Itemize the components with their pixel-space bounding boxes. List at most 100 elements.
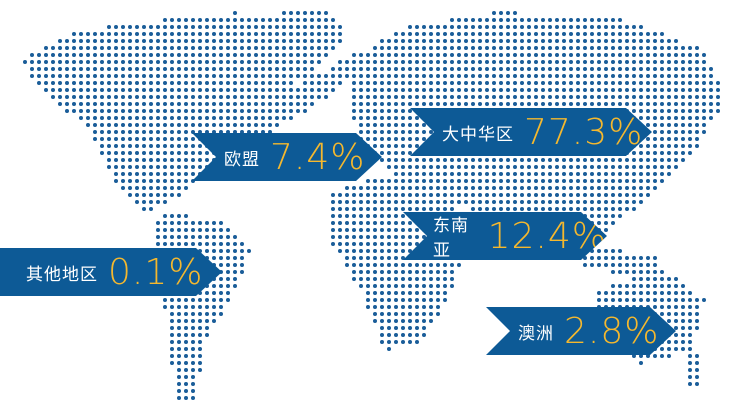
map-dot xyxy=(653,60,657,64)
map-dot xyxy=(674,95,678,99)
map-dot xyxy=(492,18,496,22)
map-dot xyxy=(30,67,34,71)
map-dot xyxy=(415,228,419,232)
map-dot xyxy=(513,102,517,106)
map-dot xyxy=(429,284,433,288)
map-dot xyxy=(478,25,482,29)
map-dot xyxy=(170,151,174,155)
map-dot xyxy=(646,291,650,295)
map-dot xyxy=(324,11,328,15)
map-dot xyxy=(72,32,76,36)
map-dot xyxy=(394,326,398,330)
map-dot xyxy=(121,74,125,78)
map-dot xyxy=(394,228,398,232)
map-dot xyxy=(373,53,377,57)
map-dot xyxy=(324,95,328,99)
map-dot xyxy=(443,207,447,211)
map-dot xyxy=(310,25,314,29)
map-dot xyxy=(219,25,223,29)
map-dot xyxy=(646,277,650,281)
map-dot xyxy=(184,312,188,316)
map-dot xyxy=(401,74,405,78)
map-dot xyxy=(569,60,573,64)
map-dot xyxy=(688,298,692,302)
map-dot xyxy=(373,88,377,92)
map-dot xyxy=(191,312,195,316)
map-dot xyxy=(387,340,391,344)
map-dot xyxy=(422,67,426,71)
map-dot xyxy=(653,186,657,190)
map-dot xyxy=(345,228,349,232)
map-dot xyxy=(527,186,531,190)
map-dot xyxy=(198,25,202,29)
map-dot xyxy=(527,67,531,71)
map-dot xyxy=(415,123,419,127)
map-dot xyxy=(422,102,426,106)
map-dot xyxy=(611,200,615,204)
map-dot xyxy=(198,151,202,155)
map-dot xyxy=(191,333,195,337)
map-dot xyxy=(653,81,657,85)
map-dot xyxy=(240,256,244,260)
map-dot xyxy=(373,179,377,183)
map-dot xyxy=(128,109,132,113)
map-dot xyxy=(625,46,629,50)
map-dot xyxy=(135,186,139,190)
map-dot xyxy=(184,235,188,239)
map-dot xyxy=(121,123,125,127)
map-dot xyxy=(660,53,664,57)
map-dot xyxy=(520,172,524,176)
map-dot xyxy=(135,102,139,106)
map-dot xyxy=(310,53,314,57)
map-dot xyxy=(310,102,314,106)
map-dot xyxy=(695,298,699,302)
map-dot xyxy=(604,60,608,64)
map-dot xyxy=(667,291,671,295)
map-dot xyxy=(576,95,580,99)
map-dot xyxy=(464,81,468,85)
map-dot xyxy=(688,109,692,113)
map-dot xyxy=(394,277,398,281)
map-dot xyxy=(401,291,405,295)
map-dot xyxy=(541,207,545,211)
map-dot xyxy=(436,81,440,85)
map-dot xyxy=(457,179,461,183)
map-dot xyxy=(583,200,587,204)
map-dot xyxy=(387,95,391,99)
map-dot xyxy=(247,60,251,64)
map-dot xyxy=(191,305,195,309)
map-dot xyxy=(660,81,664,85)
map-dot xyxy=(184,242,188,246)
region-percent: 12.4% xyxy=(487,215,607,257)
map-dot xyxy=(653,165,657,169)
map-dot xyxy=(359,116,363,120)
map-dot xyxy=(170,305,174,309)
map-dot xyxy=(352,256,356,260)
map-dot xyxy=(72,109,76,113)
map-dot xyxy=(296,53,300,57)
map-dot xyxy=(485,102,489,106)
map-dot xyxy=(569,67,573,71)
map-dot xyxy=(289,95,293,99)
map-dot xyxy=(506,25,510,29)
map-dot xyxy=(310,74,314,78)
map-dot xyxy=(177,144,181,148)
map-dot xyxy=(226,235,230,239)
map-dot xyxy=(191,396,195,400)
map-dot xyxy=(520,207,524,211)
map-dot xyxy=(198,95,202,99)
map-dot xyxy=(534,200,538,204)
map-dot xyxy=(107,88,111,92)
map-dot xyxy=(562,95,566,99)
map-dot xyxy=(114,151,118,155)
map-dot xyxy=(331,46,335,50)
map-dot xyxy=(198,109,202,113)
map-dot xyxy=(380,305,384,309)
map-dot xyxy=(695,326,699,330)
map-dot xyxy=(429,88,433,92)
map-dot xyxy=(156,144,160,148)
map-dot xyxy=(254,116,258,120)
map-dot xyxy=(233,242,237,246)
map-dot xyxy=(100,137,104,141)
map-dot xyxy=(597,39,601,43)
